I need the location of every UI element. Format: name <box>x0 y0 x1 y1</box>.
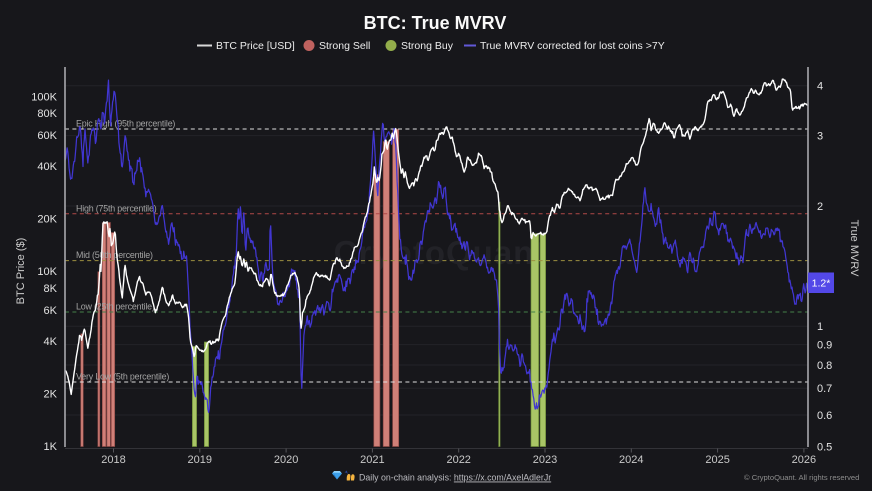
svg-text:0.6: 0.6 <box>817 410 832 422</box>
svg-text:Low (25th percentile): Low (25th percentile) <box>76 302 155 312</box>
svg-text:2019: 2019 <box>188 454 212 466</box>
svg-text:© CryptoQuant. All rights rese: © CryptoQuant. All rights reserved <box>744 473 859 482</box>
svg-text:2: 2 <box>817 201 823 213</box>
svg-text:BTC Price [USD]: BTC Price [USD] <box>216 40 295 52</box>
svg-text:1K: 1K <box>44 441 58 453</box>
svg-text:4: 4 <box>817 81 823 93</box>
svg-text:1.2*: 1.2* <box>812 278 831 290</box>
svg-text:20K: 20K <box>37 214 57 226</box>
svg-text:60K: 60K <box>37 130 57 142</box>
svg-text:1: 1 <box>817 321 823 333</box>
svg-text:10K: 10K <box>37 266 57 278</box>
svg-text:2024: 2024 <box>619 454 643 466</box>
svg-text:BTC: True MVRV: BTC: True MVRV <box>364 13 507 33</box>
svg-text:High (75th percentile): High (75th percentile) <box>76 203 157 213</box>
svg-text:Very Low (5th percentile): Very Low (5th percentile) <box>76 372 169 382</box>
svg-text:4K: 4K <box>44 336 58 348</box>
svg-text:40K: 40K <box>37 161 57 173</box>
svg-text:3: 3 <box>817 130 823 142</box>
svg-text:6K: 6K <box>44 305 58 317</box>
svg-text:80K: 80K <box>37 108 57 120</box>
svg-text:CryptoQuant: CryptoQuant <box>334 234 547 271</box>
svg-text:2022: 2022 <box>446 454 470 466</box>
svg-text:True MVRV corrected for lost c: True MVRV corrected for lost coins >7Y <box>480 40 665 52</box>
svg-text:2026: 2026 <box>792 454 816 466</box>
svg-text:2018: 2018 <box>101 454 125 466</box>
svg-text:Daily on-chain analysis: https: Daily on-chain analysis: https://x.com/A… <box>359 473 551 483</box>
svg-text:2021: 2021 <box>360 454 384 466</box>
svg-text:Mid (50th percentile): Mid (50th percentile) <box>76 250 153 260</box>
svg-text:2020: 2020 <box>274 454 298 466</box>
svg-text:Strong Buy: Strong Buy <box>401 40 454 52</box>
svg-text:0.9: 0.9 <box>817 339 832 351</box>
svg-text:100K: 100K <box>31 91 57 103</box>
svg-text:Strong Sell: Strong Sell <box>319 40 370 52</box>
svg-text:0.8: 0.8 <box>817 360 832 372</box>
svg-text:0.5: 0.5 <box>817 441 832 453</box>
svg-text:True MVRV: True MVRV <box>848 220 860 278</box>
svg-text:0.7: 0.7 <box>817 383 832 395</box>
svg-text:2025: 2025 <box>705 454 729 466</box>
svg-text:2023: 2023 <box>533 454 557 466</box>
svg-text:2K: 2K <box>44 388 58 400</box>
svg-text:8K: 8K <box>44 283 58 295</box>
svg-text:BTC Price ($): BTC Price ($) <box>15 238 27 305</box>
svg-text:Epic High (95th percentile): Epic High (95th percentile) <box>76 119 175 129</box>
